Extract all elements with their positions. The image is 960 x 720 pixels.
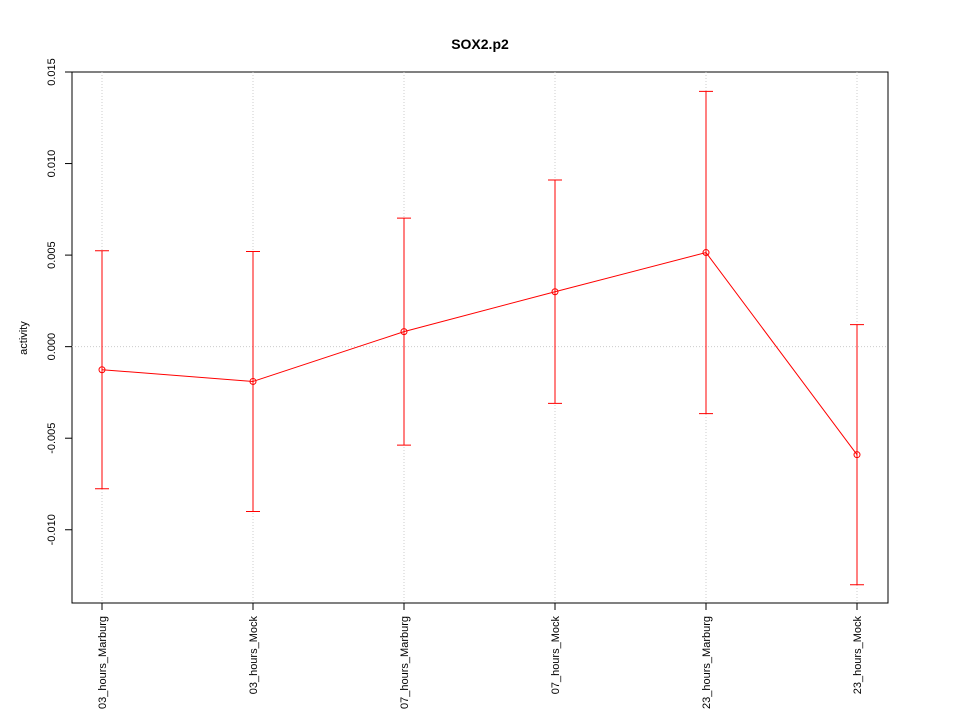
x-tick-label: 07_hours_Mock [550,616,562,695]
x-tick-label: 03_hours_Mock [248,616,260,695]
data-point [98,366,106,374]
x-tick-label: 03_hours_Marburg [97,616,109,709]
data-line [101,251,858,455]
data-point [853,451,861,459]
data-point [249,377,257,385]
y-tick-label: -0.010 [46,514,58,545]
y-tick-label: 0.000 [46,333,58,361]
plot-box [71,71,889,604]
error-bar [95,250,109,490]
data-point [702,249,710,257]
y-tick-label: 0.005 [46,241,58,269]
y-tick-label: -0.005 [46,423,58,454]
error-bar [850,324,864,586]
data-point [551,288,559,296]
error-bar [397,217,411,446]
x-tick-label: 23_hours_Mock [852,616,864,695]
error-bar [548,179,562,404]
y-axis-label: activity [18,321,30,355]
y-tick-label: 0.015 [46,58,58,86]
error-bar [246,250,260,512]
x-tick-label: 23_hours_Marburg [701,616,713,709]
chart-title: SOX2.p2 [451,36,509,52]
y-tick-label: 0.010 [46,150,58,178]
x-tick-label: 07_hours_Marburg [399,616,411,709]
data-point [400,328,408,336]
error-bar [699,90,713,415]
